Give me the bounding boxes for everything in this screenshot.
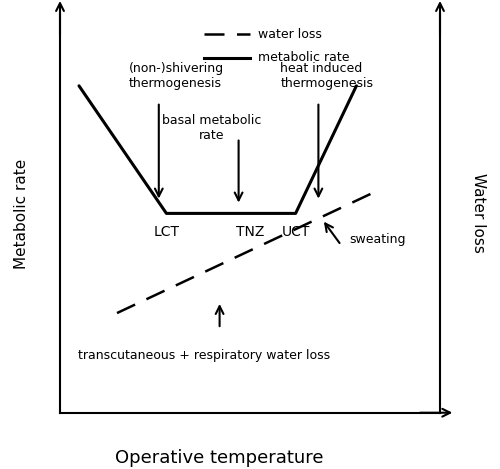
Text: sweating: sweating: [349, 234, 406, 246]
Text: transcutaneous + respiratory water loss: transcutaneous + respiratory water loss: [78, 349, 330, 362]
Text: (non-)shivering
thermogenesis: (non-)shivering thermogenesis: [128, 62, 224, 90]
Text: Metabolic rate: Metabolic rate: [14, 158, 30, 269]
Text: basal metabolic
rate: basal metabolic rate: [162, 113, 262, 142]
Text: Water loss: Water loss: [470, 174, 486, 253]
Text: metabolic rate: metabolic rate: [258, 52, 349, 64]
Text: water loss: water loss: [258, 28, 322, 40]
Text: heat induced
thermogenesis: heat induced thermogenesis: [280, 62, 374, 90]
Text: LCT: LCT: [154, 226, 180, 239]
Text: Operative temperature: Operative temperature: [116, 448, 324, 467]
Text: UCT: UCT: [282, 226, 310, 239]
Text: TNZ: TNZ: [236, 226, 264, 239]
